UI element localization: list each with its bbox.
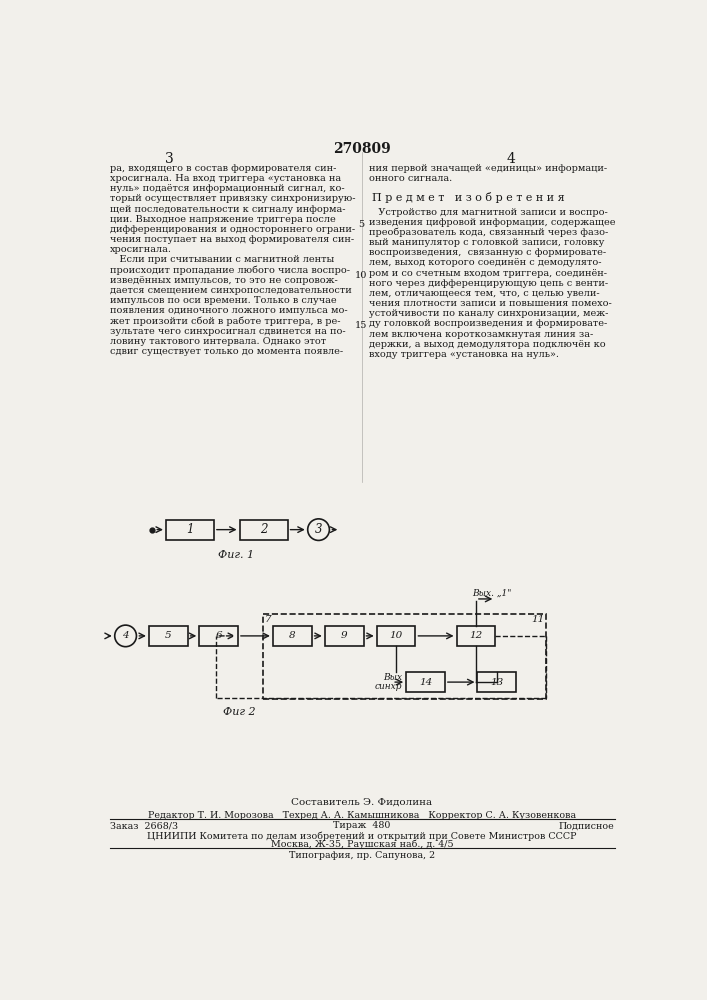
Text: 10: 10	[390, 631, 403, 640]
Text: вый манипулятор с головкой записи, головку: вый манипулятор с головкой записи, голов…	[369, 238, 604, 247]
Text: 5: 5	[165, 631, 172, 640]
Text: 4: 4	[506, 152, 515, 166]
Text: 3: 3	[315, 523, 322, 536]
Bar	[457, 626, 495, 646]
Text: П р е д м е т   и з о б р е т е н и я: П р е д м е т и з о б р е т е н и я	[372, 192, 564, 203]
Text: 3: 3	[165, 152, 174, 166]
Text: нуль» подаётся информационный сигнал, ко-: нуль» подаётся информационный сигнал, ко…	[110, 184, 345, 193]
Text: жет произойти сбой в работе триггера, в ре-: жет произойти сбой в работе триггера, в …	[110, 316, 341, 326]
Text: 2: 2	[259, 523, 267, 536]
Text: Типография, пр. Сапунова, 2: Типография, пр. Сапунова, 2	[289, 851, 435, 860]
Text: Фиг 2: Фиг 2	[223, 707, 256, 717]
Bar	[377, 626, 416, 646]
Text: чения плотности записи и повышения помехо-: чения плотности записи и повышения помех…	[369, 299, 612, 308]
Text: хросигнала.: хросигнала.	[110, 245, 172, 254]
Text: торый осуществляет привязку синхронизирую-: торый осуществляет привязку синхронизиру…	[110, 194, 356, 203]
Text: 11: 11	[531, 615, 544, 624]
Text: изведённых импульсов, то это не сопровож-: изведённых импульсов, то это не сопровож…	[110, 276, 338, 285]
Text: ного через дифференцирующую цепь с венти-: ного через дифференцирующую цепь с венти…	[369, 279, 608, 288]
Text: преобразователь кода, связанный через фазо-: преобразователь кода, связанный через фа…	[369, 228, 608, 237]
Text: Составитель Э. Фидолина: Составитель Э. Фидолина	[291, 798, 433, 807]
Text: воспроизведения,  связанную с формировате-: воспроизведения, связанную с формировате…	[369, 248, 606, 257]
Text: ду головкой воспроизведения и формировате-: ду головкой воспроизведения и формироват…	[369, 319, 607, 328]
Text: хросигнала. На вход триггера «установка на: хросигнала. На вход триггера «установка …	[110, 174, 341, 183]
Bar	[325, 626, 363, 646]
Text: Фиг. 1: Фиг. 1	[218, 550, 254, 560]
Text: Если при считывании с магнитной ленты: Если при считывании с магнитной ленты	[110, 255, 334, 264]
Text: дается смещением синхропоследовательности: дается смещением синхропоследовательност…	[110, 286, 352, 295]
Text: щей последовательности к сигналу информа-: щей последовательности к сигналу информа…	[110, 205, 346, 214]
Text: ЦНИИПИ Комитета по делам изобретений и открытий при Совете Министров СССР: ЦНИИПИ Комитета по делам изобретений и о…	[147, 831, 577, 841]
Text: чения поступает на выход формирователя син-: чения поступает на выход формирователя с…	[110, 235, 354, 244]
Text: 8: 8	[289, 631, 296, 640]
Text: лем включена короткозамкнутая линия за-: лем включена короткозамкнутая линия за-	[369, 330, 593, 339]
Text: 4: 4	[122, 631, 129, 640]
Text: дифференцирования и одностороннего ограни-: дифференцирования и одностороннего огран…	[110, 225, 355, 234]
Text: ловину тактового интервала. Однако этот: ловину тактового интервала. Однако этот	[110, 337, 326, 346]
Text: зультате чего синхросигнал сдвинется на по-: зультате чего синхросигнал сдвинется на …	[110, 327, 346, 336]
Text: Заказ  2668/3: Заказ 2668/3	[110, 821, 178, 830]
Text: ния первой значащей «единицы» информаци-: ния первой значащей «единицы» информаци-	[369, 164, 607, 173]
Text: ра, входящего в состав формирователя син-: ра, входящего в состав формирователя син…	[110, 164, 337, 173]
Text: 15: 15	[355, 321, 368, 330]
Text: входу триггера «установка на нуль».: входу триггера «установка на нуль».	[369, 350, 559, 359]
Text: изведения цифровой информации, содержащее: изведения цифровой информации, содержаще…	[369, 218, 615, 227]
Bar	[199, 626, 238, 646]
Text: 9: 9	[341, 631, 347, 640]
Text: устойчивости по каналу синхронизации, меж-: устойчивости по каналу синхронизации, ме…	[369, 309, 608, 318]
Text: Тираж  480: Тираж 480	[333, 821, 391, 830]
Text: 7: 7	[265, 615, 271, 624]
Bar	[166, 520, 214, 540]
Bar	[240, 520, 288, 540]
Bar	[406, 672, 445, 692]
Text: появления одиночного ложного импульса мо-: появления одиночного ложного импульса мо…	[110, 306, 348, 315]
Text: 1: 1	[186, 523, 194, 536]
Text: лем, выход которого соединён с демодулято-: лем, выход которого соединён с демодулят…	[369, 258, 602, 267]
Text: 12: 12	[469, 631, 482, 640]
Text: происходит пропадание любого числа воспро-: происходит пропадание любого числа воспр…	[110, 266, 350, 275]
Bar	[477, 672, 516, 692]
Text: 6: 6	[215, 631, 222, 640]
Text: лем, отличающееся тем, что, с целью увели-: лем, отличающееся тем, что, с целью увел…	[369, 289, 600, 298]
Bar	[263, 614, 546, 699]
Text: 10: 10	[355, 271, 368, 280]
Text: ром и со счетным входом триггера, соединён-: ром и со счетным входом триггера, соедин…	[369, 269, 607, 278]
Bar	[149, 626, 187, 646]
Text: 270809: 270809	[333, 142, 391, 156]
Text: Устройство для магнитной записи и воспро-: Устройство для магнитной записи и воспро…	[369, 208, 608, 217]
Text: Вых: Вых	[383, 673, 402, 682]
Text: Редактор Т. И. Морозова   Техред А. А. Камышникова   Корректор С. А. Кузовенкова: Редактор Т. И. Морозова Техред А. А. Кам…	[148, 811, 576, 820]
Text: 5: 5	[358, 220, 364, 229]
Text: синхр: синхр	[375, 682, 402, 691]
Text: 13: 13	[490, 678, 503, 687]
Text: ции. Выходное напряжение триггера после: ции. Выходное напряжение триггера после	[110, 215, 336, 224]
Text: сдвиг существует только до момента появле-: сдвиг существует только до момента появл…	[110, 347, 343, 356]
Text: держки, а выход демодулятора подключён ко: держки, а выход демодулятора подключён к…	[369, 340, 606, 349]
Text: 14: 14	[419, 678, 432, 687]
Text: Вых. „1": Вых. „1"	[472, 588, 511, 597]
Text: импульсов по оси времени. Только в случае: импульсов по оси времени. Только в случа…	[110, 296, 337, 305]
Text: Москва, Ж-35, Раушская наб., д. 4/5: Москва, Ж-35, Раушская наб., д. 4/5	[271, 840, 453, 849]
Text: онного сигнала.: онного сигнала.	[369, 174, 452, 183]
Bar	[273, 626, 312, 646]
Text: Подписное: Подписное	[559, 821, 614, 830]
